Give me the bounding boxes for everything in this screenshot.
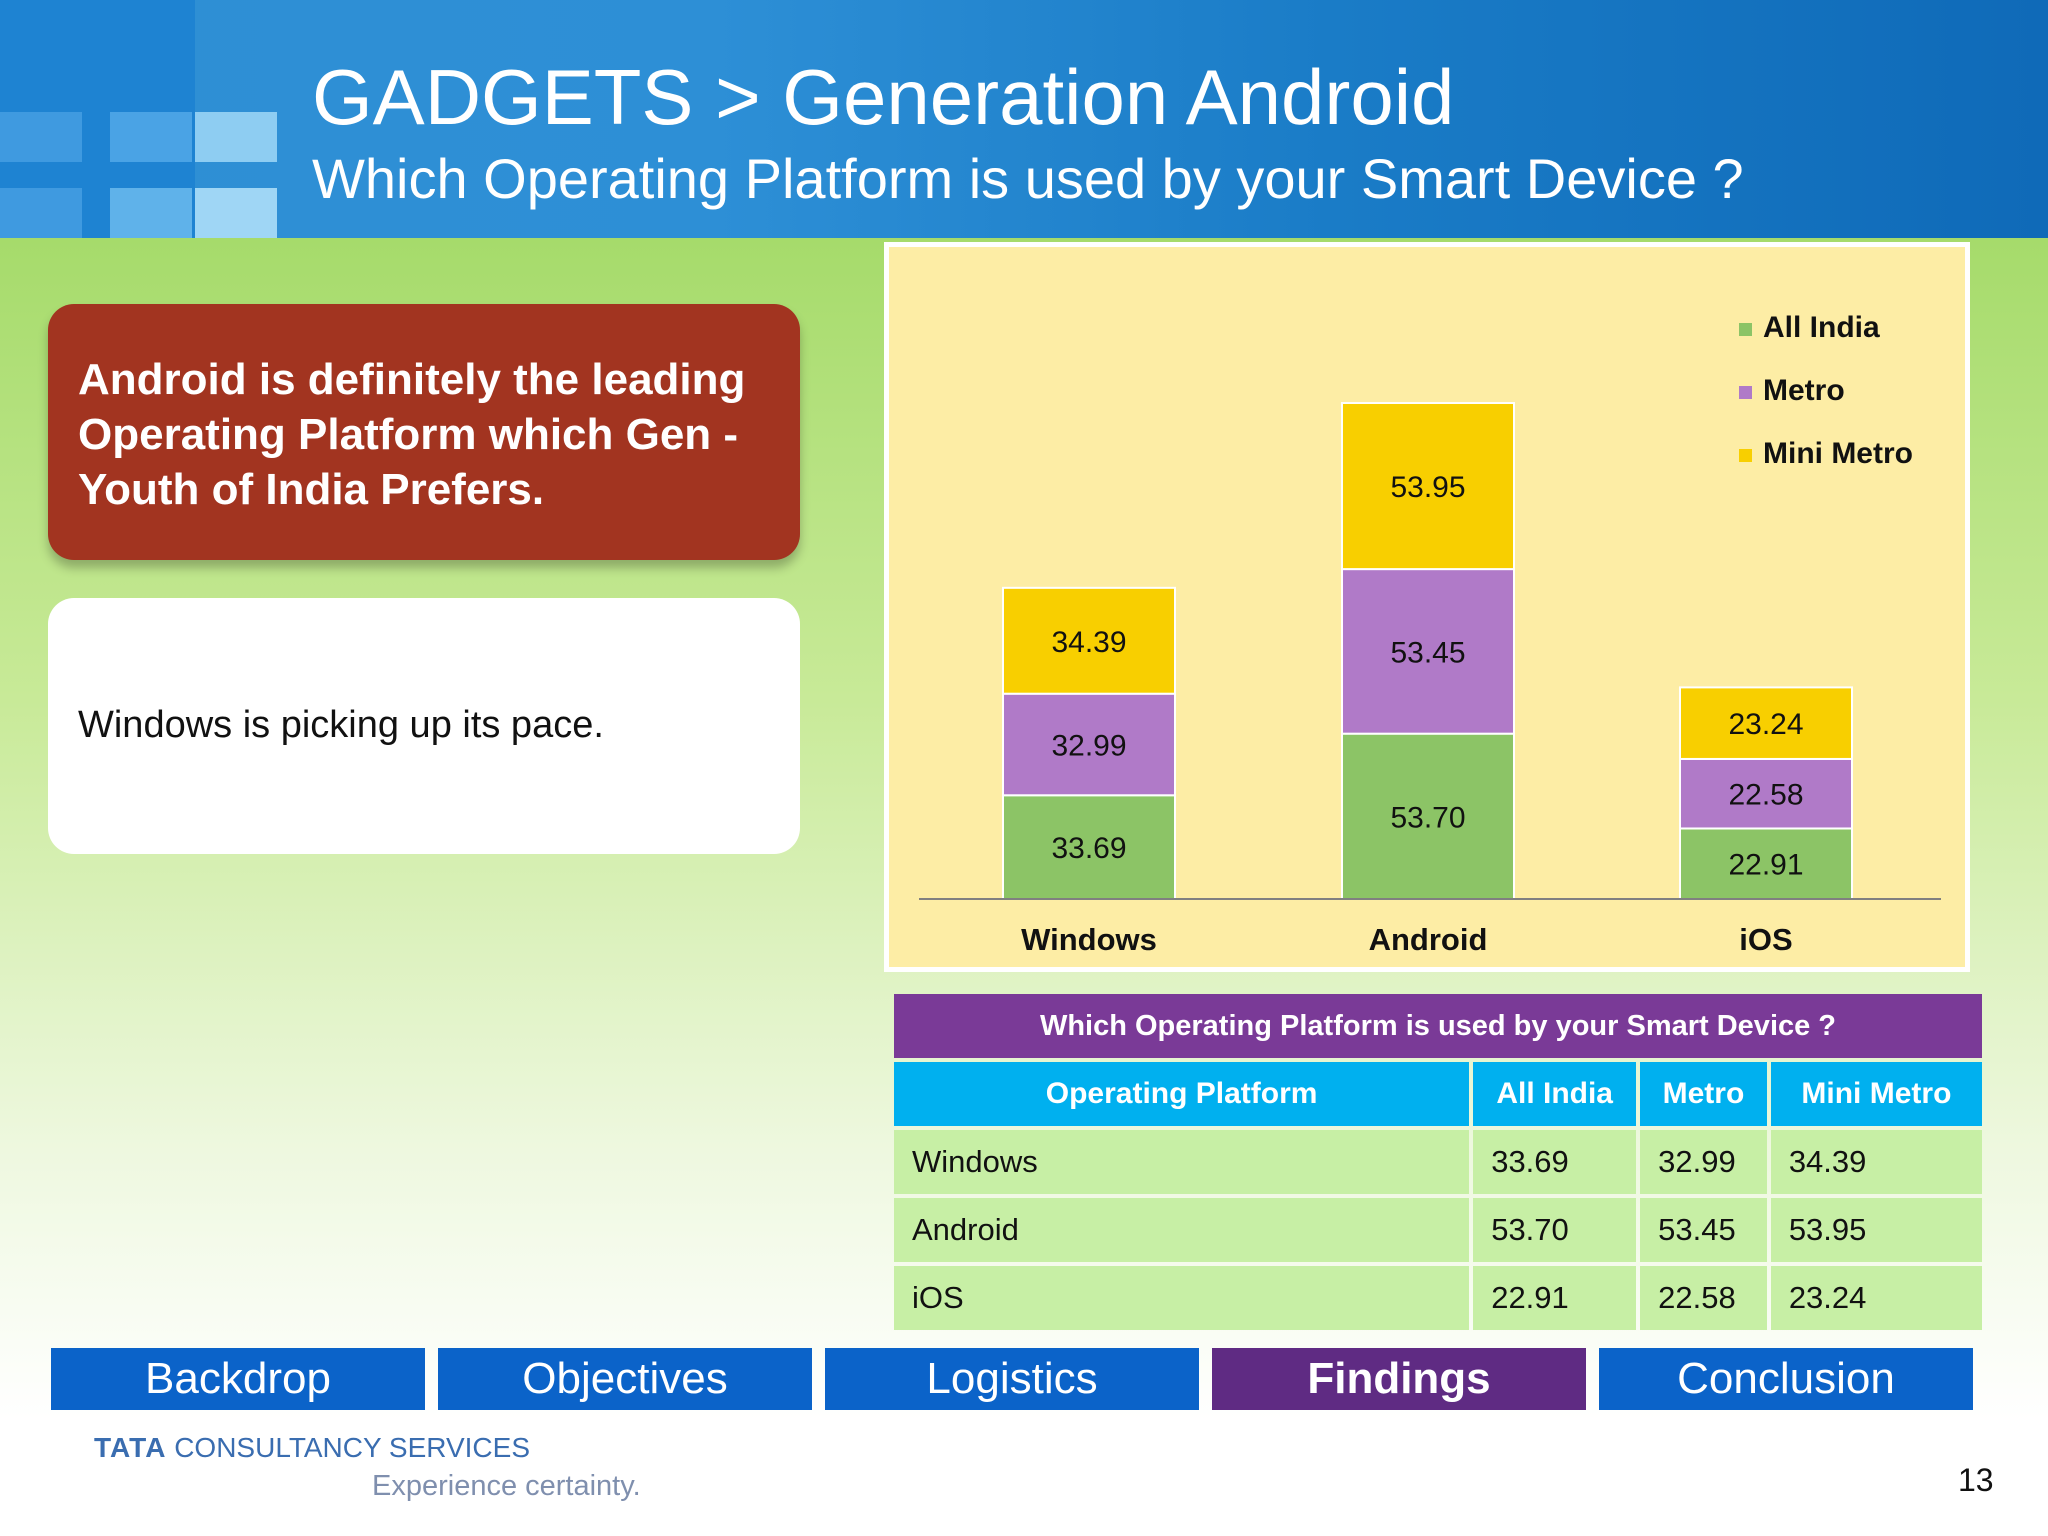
key-finding-text: Android is definitely the leading Operat…	[78, 355, 746, 514]
logo-square	[195, 112, 277, 162]
data-label: 34.39	[1051, 626, 1126, 659]
table-header-mini-metro: Mini Metro	[1770, 1062, 1982, 1126]
legend-label: Metro	[1763, 374, 1845, 407]
table-cell: 22.91	[1473, 1266, 1637, 1330]
bar-segment	[1002, 586, 1176, 695]
category-label: Android	[1369, 922, 1488, 957]
data-label: 33.69	[1051, 832, 1126, 865]
brand-tagline: Experience certainty.	[372, 1470, 641, 1502]
legend-swatch	[1739, 323, 1752, 336]
header-banner: GADGETS > Generation Android Which Opera…	[0, 0, 2048, 238]
key-finding-box: Android is definitely the leading Operat…	[48, 304, 800, 560]
table-cell: 33.69	[1473, 1130, 1637, 1194]
legend-label: Mini Metro	[1763, 437, 1913, 470]
data-label: 22.58	[1728, 779, 1803, 812]
table-cell: 32.99	[1640, 1130, 1767, 1194]
table-cell: iOS	[894, 1266, 1470, 1330]
note-text: Windows is picking up its pace.	[78, 704, 604, 746]
table-header-platform: Operating Platform	[894, 1062, 1470, 1126]
logo-square	[110, 112, 192, 162]
table-cell: 34.39	[1770, 1130, 1982, 1194]
legend-swatch	[1739, 386, 1752, 399]
data-label: 23.24	[1728, 708, 1803, 741]
table-title: Which Operating Platform is used by your…	[894, 994, 1982, 1058]
data-label: 53.95	[1390, 471, 1465, 504]
data-label: 22.91	[1728, 849, 1803, 882]
table-cell: 53.45	[1640, 1198, 1767, 1262]
nav-objectives-button[interactable]: Objectives	[438, 1348, 812, 1410]
table-cell: 22.58	[1640, 1266, 1767, 1330]
table-header-all-india: All India	[1473, 1062, 1637, 1126]
bar-segment	[1679, 686, 1853, 760]
logo-square	[0, 188, 82, 238]
table-header-row: Operating Platform All India Metro Mini …	[894, 1062, 1982, 1126]
data-label: 53.70	[1390, 801, 1465, 834]
legend-label: All India	[1763, 311, 1880, 344]
company-logo: TATA CONSULTANCY SERVICES	[94, 1432, 530, 1464]
bar-segment	[1341, 402, 1515, 571]
page-title: GADGETS > Generation Android	[312, 53, 1455, 141]
category-label: Windows	[1021, 922, 1157, 957]
brand-name: CONSULTANCY SERVICES	[174, 1432, 530, 1463]
bar-segment	[1679, 757, 1853, 830]
data-label: 32.99	[1051, 729, 1126, 762]
table-cell: Android	[894, 1198, 1470, 1262]
legend-swatch	[1739, 449, 1752, 462]
table-header-metro: Metro	[1640, 1062, 1767, 1126]
bar-segment	[1679, 827, 1853, 900]
brand-tata: TATA	[94, 1432, 167, 1463]
table-cell: Windows	[894, 1130, 1470, 1194]
table-cell: 53.70	[1473, 1198, 1637, 1262]
table-cell: 23.24	[1770, 1266, 1982, 1330]
note-box: Windows is picking up its pace.	[48, 598, 800, 854]
category-label: iOS	[1739, 922, 1792, 957]
nav-conclusion-button[interactable]: Conclusion	[1599, 1348, 1973, 1410]
data-label: 53.45	[1390, 636, 1465, 669]
page-number: 13	[1958, 1462, 1994, 1498]
logo-square	[0, 112, 82, 162]
logo-square	[110, 188, 192, 238]
stacked-bar-chart: 33.69 32.99 34.39 Windows 53.70 53.45 53.95 And…	[919, 311, 1941, 957]
logo-square	[195, 188, 277, 238]
bar-segment	[1002, 794, 1176, 900]
data-table: Which Operating Platform is used by your…	[890, 990, 1986, 1334]
table-row: Windows 33.69 32.99 34.39	[894, 1130, 1982, 1194]
nav-backdrop-button[interactable]: Backdrop	[51, 1348, 425, 1410]
nav-findings-button[interactable]: Findings	[1212, 1348, 1586, 1410]
table-cell: 53.95	[1770, 1198, 1982, 1262]
bar-segment	[1341, 568, 1515, 735]
chart-panel: 33.69 32.99 34.39 Windows 53.70 53.45 53.95 And…	[884, 242, 1970, 972]
table-row: Android 53.70 53.45 53.95	[894, 1198, 1982, 1262]
table-row: iOS 22.91 22.58 23.24	[894, 1266, 1982, 1330]
page-subtitle: Which Operating Platform is used by your…	[312, 147, 1744, 210]
nav-logistics-button[interactable]: Logistics	[825, 1348, 1199, 1410]
